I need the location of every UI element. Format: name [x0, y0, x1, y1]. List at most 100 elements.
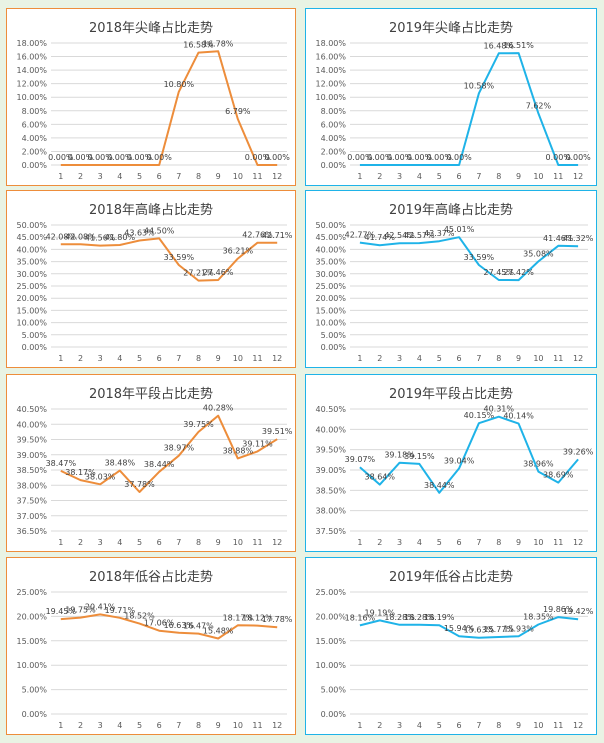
y-tick-label: 20.00%: [16, 294, 47, 303]
y-tick-label: 10.00%: [16, 319, 47, 328]
series-line: [60, 237, 278, 282]
x-tick-label: 11: [553, 538, 563, 547]
x-tick-label: 11: [553, 172, 563, 181]
data-label: 40.14%: [503, 412, 534, 421]
series-line: [359, 52, 579, 166]
y-tick-label: 40.50%: [315, 405, 346, 414]
data-label: 40.28%: [203, 404, 234, 413]
y-tick-label: 10.00%: [16, 93, 47, 102]
x-tick-label: 11: [553, 354, 563, 363]
y-tick-label: 4.00%: [321, 134, 347, 143]
y-tick-label: 15.00%: [16, 306, 47, 315]
y-tick-label: 39.00%: [16, 451, 47, 460]
data-label: 39.75%: [183, 420, 214, 429]
x-tick-label: 2: [377, 721, 382, 730]
chart-panel-2019-flat: 2019年平段占比走势 37.50% 38.00% 38.50% 39.00% 39.5…: [305, 374, 597, 552]
x-tick-label: 1: [58, 721, 63, 730]
data-label: 44.50%: [144, 226, 175, 235]
data-label: 19.75%: [65, 606, 96, 615]
x-tick-label: 6: [157, 538, 162, 547]
data-label: 18.17%: [223, 613, 254, 622]
x-tick-label: 12: [272, 172, 282, 181]
x-tick-label: 4: [117, 721, 122, 730]
data-label: 41.32%: [563, 234, 594, 243]
x-tick-label: 4: [417, 721, 422, 730]
data-label: 16.58%: [183, 41, 214, 50]
y-tick-label: 15.00%: [16, 637, 47, 646]
x-tick-label: 8: [196, 538, 201, 547]
x-tick-label: 1: [357, 538, 362, 547]
data-label: 18.12%: [242, 614, 273, 623]
y-tick-label: 12.00%: [315, 80, 346, 89]
data-label: 15.93%: [503, 624, 534, 633]
y-tick-label: 16.00%: [16, 53, 47, 62]
data-label: 0.00%: [245, 153, 271, 162]
data-label: 19.86%: [543, 605, 574, 614]
data-label: 38.69%: [543, 471, 574, 480]
x-tick-label: 5: [437, 538, 442, 547]
x-tick-label: 3: [397, 538, 402, 547]
x-tick-label: 2: [78, 354, 83, 363]
x-tick-label: 2: [78, 721, 83, 730]
y-tick-label: 45.00%: [16, 233, 47, 242]
y-tick-label: 25.00%: [16, 588, 47, 597]
x-tick-label: 5: [137, 172, 142, 181]
y-tick-label: 20.00%: [315, 294, 346, 303]
data-label: 33.59%: [464, 253, 495, 262]
series-line: [60, 613, 278, 640]
chart-title: 2019年尖峰占比走势: [388, 21, 514, 36]
x-tick-label: 11: [252, 354, 262, 363]
y-tick-label: 6.00%: [22, 120, 48, 129]
chart-title: 2019年低谷占比走势: [388, 570, 514, 585]
data-label: 19.45%: [46, 607, 77, 616]
x-tick-label: 3: [397, 354, 402, 363]
x-tick-label: 1: [357, 354, 362, 363]
data-label: 0.00%: [127, 153, 153, 162]
y-tick-label: 0.00%: [321, 161, 347, 170]
x-tick-label: 11: [252, 172, 262, 181]
data-label: 0.00%: [347, 153, 373, 162]
x-tick-label: 6: [457, 354, 462, 363]
x-tick-label: 2: [377, 538, 382, 547]
x-tick-label: 12: [272, 354, 282, 363]
chart-panel-2018-flat: 2018年平段占比走势 36.50% 37.00% 37.50% 38.00% 38.5…: [6, 374, 296, 552]
y-tick-label: 5.00%: [22, 331, 48, 340]
y-tick-label: 2.00%: [321, 147, 347, 156]
y-tick-label: 15.00%: [315, 637, 346, 646]
y-tick-label: 36.50%: [16, 527, 47, 536]
y-tick-label: 0.00%: [22, 710, 48, 719]
data-label: 16.48%: [483, 41, 514, 50]
x-tick-label: 6: [457, 172, 462, 181]
data-label: 0.00%: [367, 153, 393, 162]
y-tick-label: 25.00%: [16, 282, 47, 291]
data-label: 0.00%: [446, 153, 472, 162]
data-label: 27.42%: [503, 268, 534, 277]
x-tick-label: 7: [476, 354, 481, 363]
data-label: 37.78%: [124, 480, 155, 489]
x-tick-label: 10: [533, 172, 543, 181]
data-label: 0.00%: [387, 153, 413, 162]
y-tick-label: 39.50%: [315, 446, 346, 455]
x-tick-label: 7: [176, 538, 181, 547]
x-tick-label: 1: [58, 538, 63, 547]
y-tick-label: 6.00%: [321, 120, 347, 129]
x-tick-label: 1: [58, 354, 63, 363]
x-tick-label: 9: [516, 172, 521, 181]
data-label: 39.11%: [242, 439, 273, 448]
y-tick-label: 40.00%: [16, 420, 47, 429]
data-label: 42.71%: [262, 231, 293, 240]
data-label: 38.64%: [364, 473, 395, 482]
x-tick-label: 9: [516, 354, 521, 363]
series-line: [60, 50, 278, 166]
x-tick-label: 7: [176, 354, 181, 363]
x-tick-label: 7: [476, 172, 481, 181]
chart-title: 2019年高峰占比走势: [388, 203, 514, 218]
x-tick-label: 4: [417, 354, 422, 363]
data-label: 42.77%: [345, 231, 376, 240]
line-chart: 37.50% 38.00% 38.50% 39.00% 39.50% 40.00% 40.5…: [315, 405, 593, 547]
line-chart: 0.00%2.00%4.00%6.00%8.00%10.00%12.00%14.…: [315, 39, 591, 181]
data-label: 33.59%: [164, 253, 195, 262]
data-label: 10.80%: [164, 80, 195, 89]
x-tick-label: 9: [216, 721, 221, 730]
y-tick-label: 38.00%: [315, 507, 346, 516]
